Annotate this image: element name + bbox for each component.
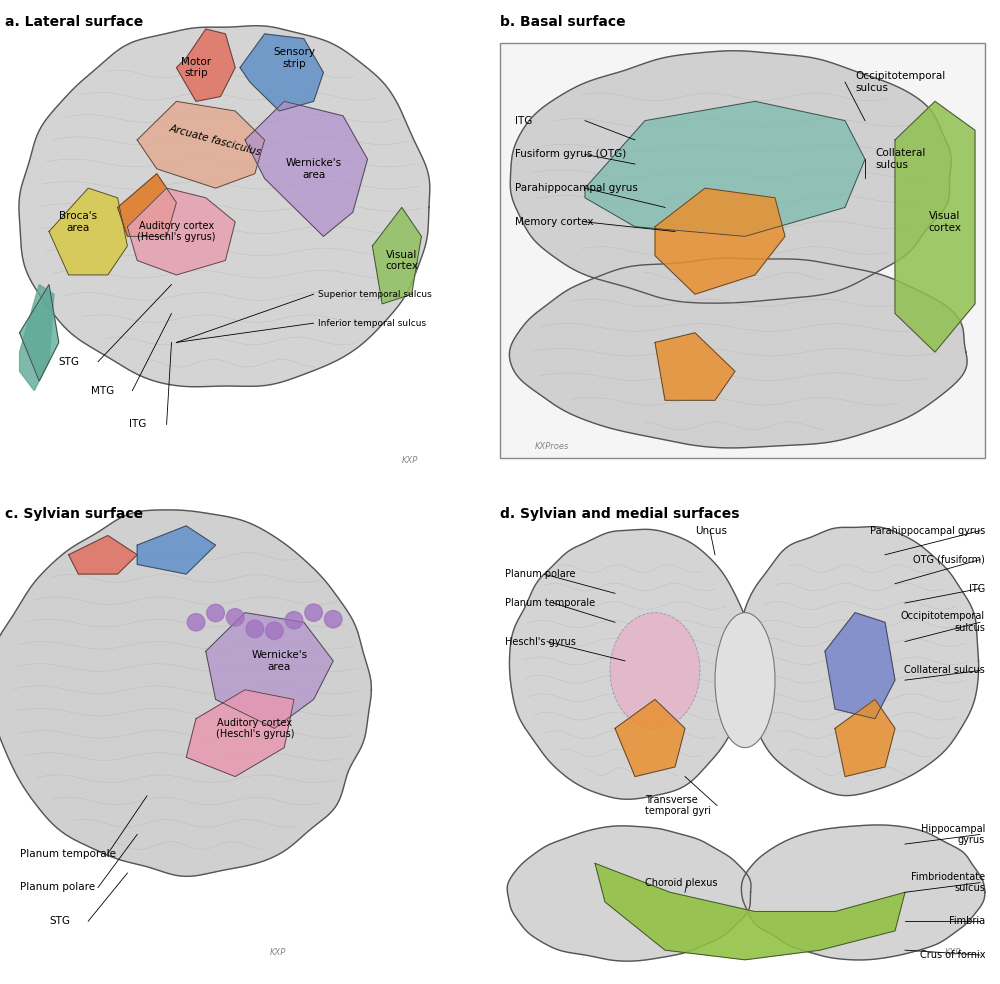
Text: KXProes: KXProes — [535, 442, 569, 451]
Polygon shape — [615, 700, 685, 776]
Polygon shape — [825, 613, 895, 718]
Polygon shape — [510, 51, 951, 303]
Circle shape — [266, 622, 283, 640]
Circle shape — [207, 604, 224, 622]
Text: ITG: ITG — [969, 584, 985, 593]
Text: d. Sylvian and medial surfaces: d. Sylvian and medial surfaces — [500, 507, 740, 521]
Circle shape — [324, 610, 342, 628]
Polygon shape — [118, 173, 176, 236]
Polygon shape — [895, 101, 975, 352]
Text: Collateral
sulcus: Collateral sulcus — [875, 149, 925, 170]
Circle shape — [226, 609, 244, 626]
Polygon shape — [20, 284, 54, 391]
Polygon shape — [20, 284, 59, 381]
Bar — [500, 43, 985, 459]
Text: KXP: KXP — [945, 948, 961, 957]
Text: Planum polare: Planum polare — [20, 883, 95, 892]
Polygon shape — [186, 690, 294, 776]
Text: KXP: KXP — [270, 948, 286, 957]
Text: KXP: KXP — [402, 456, 418, 465]
Polygon shape — [240, 33, 323, 111]
Text: Fimbriodentate
sulcus: Fimbriodentate sulcus — [911, 872, 985, 893]
Text: c. Sylvian surface: c. Sylvian surface — [5, 507, 143, 521]
Polygon shape — [127, 188, 235, 275]
Text: a. Lateral surface: a. Lateral surface — [5, 15, 143, 29]
Text: Auditory cortex
(Heschl's gyrus): Auditory cortex (Heschl's gyrus) — [137, 220, 216, 242]
Polygon shape — [19, 26, 430, 387]
Text: Parahippocampal gyrus: Parahippocampal gyrus — [515, 183, 638, 193]
Text: STG: STG — [58, 357, 79, 367]
Polygon shape — [736, 526, 979, 796]
Polygon shape — [595, 863, 905, 959]
Text: Sensory
strip: Sensory strip — [273, 47, 315, 69]
Polygon shape — [507, 826, 751, 961]
Polygon shape — [655, 188, 785, 294]
Circle shape — [285, 611, 303, 629]
Text: Transverse
temporal gyri: Transverse temporal gyri — [645, 795, 711, 817]
Text: Crus of fornix: Crus of fornix — [920, 950, 985, 960]
Text: Memory cortex: Memory cortex — [515, 216, 594, 227]
Text: Uncus: Uncus — [695, 525, 727, 535]
Text: Hippocampal
gyrus: Hippocampal gyrus — [921, 824, 985, 845]
Polygon shape — [176, 29, 235, 101]
Text: Planum temporale: Planum temporale — [20, 849, 116, 859]
Text: OTG (fusiform): OTG (fusiform) — [913, 555, 985, 565]
Polygon shape — [245, 101, 368, 236]
Text: Visual
cortex: Visual cortex — [928, 212, 962, 232]
Text: Arcuate fasciculus: Arcuate fasciculus — [168, 123, 263, 157]
Polygon shape — [137, 101, 265, 188]
Polygon shape — [372, 208, 421, 304]
Text: Planum polare: Planum polare — [505, 569, 576, 579]
Text: Choroid plexus: Choroid plexus — [645, 878, 718, 888]
Ellipse shape — [715, 613, 775, 748]
Text: Occipitotemporal
sulcus: Occipitotemporal sulcus — [855, 71, 945, 92]
Text: Wernicke's
area: Wernicke's area — [251, 650, 307, 672]
Polygon shape — [69, 535, 137, 574]
Text: ITG: ITG — [515, 116, 532, 126]
Circle shape — [305, 604, 322, 621]
Polygon shape — [835, 700, 895, 776]
Text: Parahippocampal gyrus: Parahippocampal gyrus — [870, 525, 985, 535]
Polygon shape — [509, 529, 752, 799]
Ellipse shape — [610, 613, 700, 728]
Text: STG: STG — [49, 916, 70, 926]
Text: Fusiform gyrus (OTG): Fusiform gyrus (OTG) — [515, 150, 626, 159]
Polygon shape — [49, 188, 127, 275]
Text: Occipitotemporal
sulcus: Occipitotemporal sulcus — [901, 611, 985, 633]
Text: Collateral sulcus: Collateral sulcus — [904, 665, 985, 675]
Text: Visual
cortex: Visual cortex — [385, 250, 418, 272]
Text: Superior temporal sulcus: Superior temporal sulcus — [318, 289, 432, 299]
Text: b. Basal surface: b. Basal surface — [500, 15, 626, 29]
Circle shape — [187, 614, 205, 631]
Text: Heschl's gyrus: Heschl's gyrus — [505, 637, 576, 646]
Text: MTG: MTG — [91, 386, 115, 396]
Text: Wernicke's
area: Wernicke's area — [286, 158, 342, 180]
Polygon shape — [137, 525, 216, 574]
Text: Motor
strip: Motor strip — [181, 57, 211, 79]
Polygon shape — [741, 825, 985, 960]
Text: Planum temporale: Planum temporale — [505, 598, 595, 608]
Polygon shape — [0, 510, 371, 877]
Text: Broca's
area: Broca's area — [59, 212, 97, 232]
Polygon shape — [585, 101, 865, 236]
Circle shape — [246, 620, 264, 638]
Polygon shape — [206, 613, 333, 728]
Text: ITG: ITG — [129, 419, 146, 429]
Polygon shape — [509, 258, 967, 448]
Text: Auditory cortex
(Heschl's gyrus): Auditory cortex (Heschl's gyrus) — [216, 717, 294, 739]
Polygon shape — [655, 333, 735, 400]
Text: Inferior temporal sulcus: Inferior temporal sulcus — [318, 319, 427, 328]
Text: Fimbria: Fimbria — [949, 916, 985, 926]
